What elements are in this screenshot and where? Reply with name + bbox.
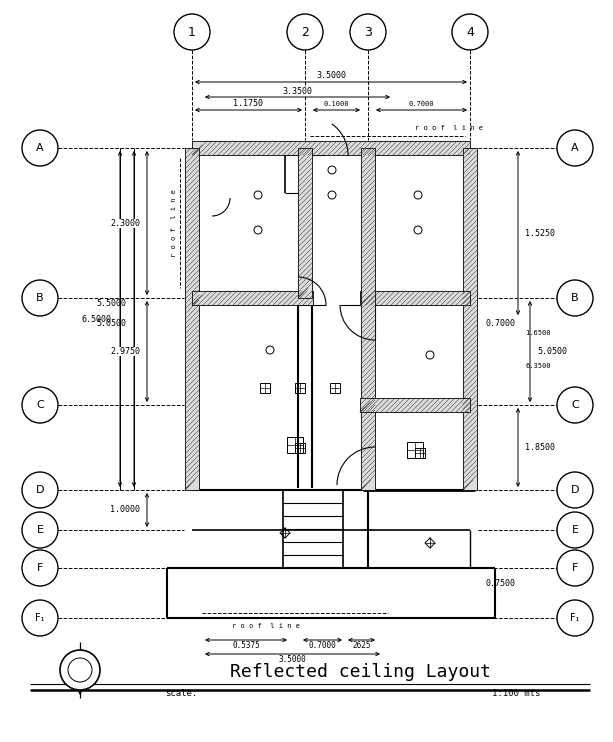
Circle shape — [557, 280, 593, 316]
Text: 5.0500: 5.0500 — [96, 320, 126, 329]
Bar — [295, 443, 305, 453]
Bar — [415, 448, 425, 458]
Circle shape — [174, 14, 210, 50]
Text: 5.5000: 5.5000 — [96, 300, 126, 309]
Text: D: D — [571, 485, 579, 495]
Text: 1.5250: 1.5250 — [525, 229, 555, 237]
Text: scale:: scale: — [165, 689, 197, 698]
Text: 0.7000: 0.7000 — [485, 318, 515, 327]
Bar — [298, 148, 312, 298]
Bar — [295, 383, 305, 393]
Text: r o o f  l i n e: r o o f l i n e — [171, 189, 177, 257]
Bar — [361, 148, 375, 490]
Text: 1.6500: 1.6500 — [525, 330, 550, 336]
Bar — [192, 291, 313, 305]
Text: F: F — [37, 563, 43, 573]
Text: C: C — [571, 400, 579, 410]
Text: 2.9750: 2.9750 — [110, 347, 140, 356]
Circle shape — [22, 280, 58, 316]
Text: 1.8500: 1.8500 — [525, 443, 555, 452]
Text: 0.1000: 0.1000 — [324, 101, 349, 107]
Text: 3: 3 — [364, 25, 372, 39]
Circle shape — [287, 14, 323, 50]
Circle shape — [557, 600, 593, 636]
Text: 6.5000: 6.5000 — [82, 315, 112, 324]
Circle shape — [557, 550, 593, 586]
Bar — [360, 398, 470, 412]
Bar — [407, 442, 423, 458]
Text: C: C — [36, 400, 44, 410]
Bar — [192, 141, 470, 155]
Text: F₁: F₁ — [570, 613, 580, 623]
Text: B: B — [571, 293, 579, 303]
Text: 1.0000: 1.0000 — [110, 505, 140, 514]
Bar — [330, 383, 340, 393]
Text: 2.3000: 2.3000 — [110, 218, 140, 228]
Bar — [463, 148, 477, 490]
Text: r o o f  l i n e: r o o f l i n e — [415, 125, 483, 131]
Text: 4: 4 — [466, 25, 474, 39]
Circle shape — [557, 130, 593, 166]
Text: Reflected ceiling Layout: Reflected ceiling Layout — [229, 663, 490, 681]
Text: 5.0500: 5.0500 — [537, 347, 567, 356]
Circle shape — [22, 130, 58, 166]
Text: 3.3500: 3.3500 — [283, 87, 313, 96]
Circle shape — [60, 650, 100, 690]
Bar — [185, 148, 199, 490]
Bar — [287, 437, 303, 453]
Text: r o o f  l i n e: r o o f l i n e — [232, 623, 300, 629]
Text: 0.7000: 0.7000 — [409, 101, 434, 107]
Text: D: D — [36, 485, 44, 495]
Text: A: A — [571, 143, 579, 153]
Text: 1.1750: 1.1750 — [234, 99, 264, 108]
Text: 1:100 mts: 1:100 mts — [492, 689, 540, 698]
Text: 6.3500: 6.3500 — [525, 363, 550, 369]
Text: 0.7500: 0.7500 — [485, 579, 515, 588]
Circle shape — [68, 658, 92, 682]
Text: 3.5000: 3.5000 — [279, 655, 306, 665]
Circle shape — [350, 14, 386, 50]
Text: F₁: F₁ — [36, 613, 45, 623]
Text: 3.5000: 3.5000 — [316, 71, 346, 80]
Circle shape — [22, 387, 58, 423]
Text: A: A — [36, 143, 44, 153]
Circle shape — [22, 550, 58, 586]
Circle shape — [22, 512, 58, 548]
Circle shape — [22, 600, 58, 636]
Text: B: B — [36, 293, 44, 303]
Text: 1: 1 — [188, 25, 196, 39]
Bar — [260, 383, 270, 393]
Text: E: E — [37, 525, 44, 535]
Circle shape — [452, 14, 488, 50]
Circle shape — [22, 472, 58, 508]
Text: F: F — [572, 563, 578, 573]
Text: E: E — [571, 525, 579, 535]
Circle shape — [557, 512, 593, 548]
Bar — [360, 291, 470, 305]
Text: 0.5375: 0.5375 — [232, 642, 260, 651]
Text: 2625: 2625 — [352, 642, 371, 651]
Text: 0.7000: 0.7000 — [308, 642, 337, 651]
Text: 2: 2 — [301, 25, 309, 39]
Circle shape — [557, 472, 593, 508]
Circle shape — [557, 387, 593, 423]
